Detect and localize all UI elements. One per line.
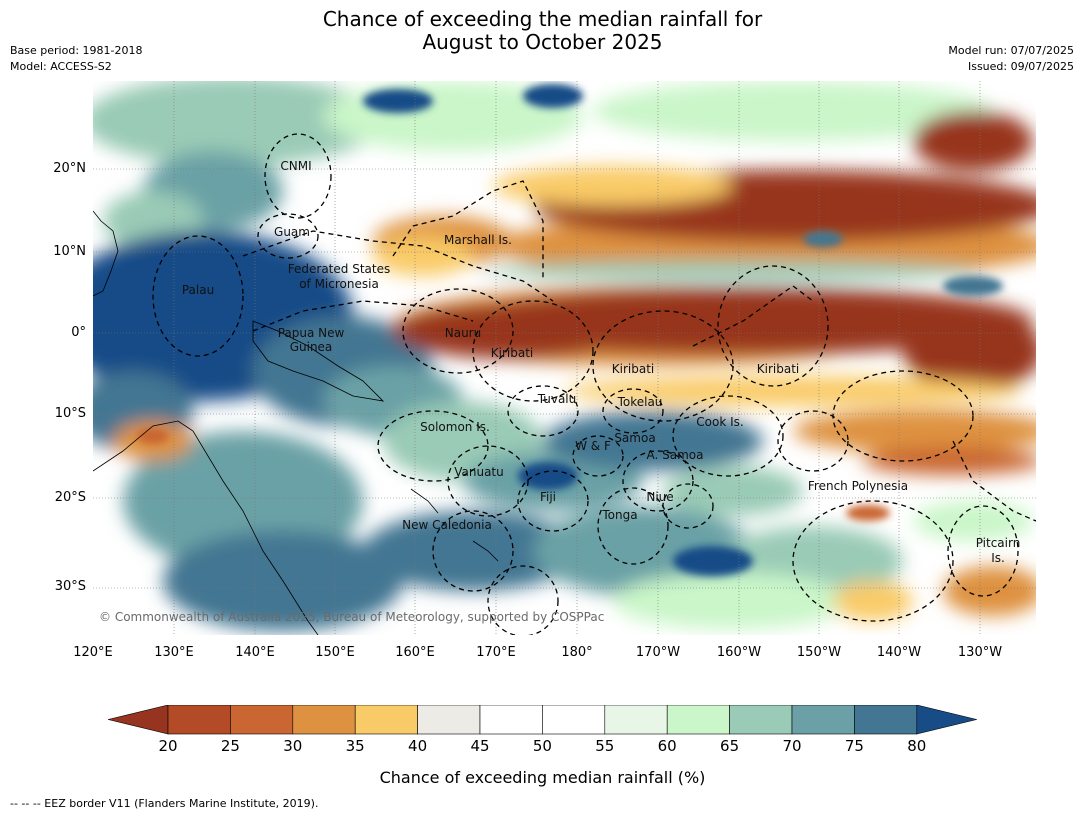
region-label: Samoa bbox=[614, 431, 655, 445]
lon-tick: 180° bbox=[561, 645, 593, 660]
colorbar bbox=[108, 705, 977, 735]
probability-detail bbox=[137, 84, 1003, 576]
colorbar-cell bbox=[729, 705, 793, 735]
colorbar-tick-label: 35 bbox=[345, 737, 365, 755]
lat-tick: 10°S bbox=[54, 406, 86, 421]
colorbar-extend-high bbox=[916, 705, 977, 735]
colorbar-tick-label: 20 bbox=[158, 737, 178, 755]
region-label: Palau bbox=[182, 283, 214, 297]
region-label: CNMI bbox=[280, 159, 311, 173]
region-label: Papua New bbox=[278, 326, 345, 340]
region-label: Cook Is. bbox=[696, 415, 743, 429]
region-label: French Polynesia bbox=[808, 479, 908, 493]
region-label: Fiji bbox=[540, 490, 556, 504]
colorbar-cell bbox=[854, 705, 918, 735]
lon-tick: 130°E bbox=[154, 645, 194, 660]
coastlines bbox=[93, 210, 499, 635]
graticule bbox=[93, 81, 1036, 635]
colorbar-cell bbox=[666, 705, 730, 735]
lon-tick: 150°E bbox=[315, 645, 355, 660]
meta-left: Base period: 1981-2018 Model: ACCESS-S2 bbox=[10, 43, 142, 75]
base-period: Base period: 1981-2018 bbox=[10, 44, 143, 57]
lat-tick: 30°S bbox=[54, 579, 86, 594]
region-label: Kiribati bbox=[491, 346, 533, 360]
colorbar-cell bbox=[479, 705, 543, 735]
model-run: Model run: 07/07/2025 bbox=[948, 44, 1074, 57]
lon-tick: 170°W bbox=[635, 645, 681, 660]
colorbar-tick-label: 80 bbox=[907, 737, 927, 755]
colorbar-cell bbox=[292, 705, 356, 735]
region-label: Tokelau bbox=[617, 395, 663, 409]
issued-date: Issued: 09/07/2025 bbox=[967, 60, 1074, 73]
colorbar-cell bbox=[604, 705, 668, 735]
lat-tick: 10°N bbox=[53, 244, 86, 259]
region-label: A. Samoa bbox=[647, 448, 704, 462]
lon-tick: 130°W bbox=[957, 645, 1003, 660]
lat-tick: 0° bbox=[71, 325, 86, 340]
region-label: Tuvalu bbox=[537, 392, 577, 406]
region-label: Kiribati bbox=[757, 362, 799, 376]
model-name: Model: ACCESS-S2 bbox=[10, 60, 112, 73]
colorbar-tick-label: 65 bbox=[720, 737, 740, 755]
colorbar-extend-low bbox=[108, 705, 169, 735]
colorbar-tick-label: 55 bbox=[595, 737, 615, 755]
lon-tick: 160°W bbox=[716, 645, 762, 660]
region-label: Guinea bbox=[290, 340, 333, 354]
region-label: Guam bbox=[274, 225, 310, 239]
region-label: Niue bbox=[646, 490, 673, 504]
lon-tick: 140°W bbox=[876, 645, 922, 660]
colorbar-cell bbox=[167, 705, 231, 735]
colorbar-tick-label: 60 bbox=[657, 737, 677, 755]
lat-tick: 20°S bbox=[54, 490, 86, 505]
colorbar-tick-label: 75 bbox=[844, 737, 864, 755]
lat-tick: 20°N bbox=[53, 161, 86, 176]
colorbar-cell bbox=[417, 705, 481, 735]
lon-tick: 170°E bbox=[476, 645, 516, 660]
colorbar-tick-label: 70 bbox=[782, 737, 802, 755]
colorbar-cell bbox=[542, 705, 606, 735]
copyright-notice: © Commonwealth of Australia 2025, Bureau… bbox=[99, 610, 604, 624]
chart-title-line2: August to October 2025 bbox=[422, 30, 663, 54]
region-label: Vanuatu bbox=[454, 465, 504, 479]
chart-title-line1: Chance of exceeding the median rainfall … bbox=[322, 7, 763, 31]
region-label: Is. bbox=[991, 551, 1005, 565]
colorbar-cell bbox=[354, 705, 418, 735]
region-labels: CNMI Guam Marshall Is. Federated States … bbox=[182, 159, 1020, 565]
meta-right: Model run: 07/07/2025 Issued: 09/07/2025 bbox=[948, 43, 1074, 75]
region-label: Tonga bbox=[601, 508, 637, 522]
lon-tick: 120°E bbox=[73, 645, 113, 660]
colorbar-cell bbox=[230, 705, 294, 735]
eez-borders bbox=[152, 133, 1036, 635]
region-label: Marshall Is. bbox=[444, 233, 512, 247]
colorbar-tick-label: 40 bbox=[408, 737, 428, 755]
region-label: Nauru bbox=[445, 326, 481, 340]
region-label: Federated States bbox=[288, 262, 390, 276]
region-label: New Caledonia bbox=[402, 518, 492, 532]
region-label: W & F bbox=[575, 439, 611, 453]
eez-footnote: -- -- -- EEZ border V11 (Flanders Marine… bbox=[10, 797, 319, 810]
lon-tick: 160°E bbox=[395, 645, 435, 660]
region-label: of Micronesia bbox=[299, 277, 379, 291]
colorbar-tick-label: 45 bbox=[470, 737, 490, 755]
region-label: Kiribati bbox=[612, 362, 654, 376]
colorbar-cell bbox=[791, 705, 855, 735]
colorbar-tick-label: 25 bbox=[220, 737, 240, 755]
lon-tick: 140°E bbox=[235, 645, 275, 660]
region-label: Solomon Is. bbox=[420, 420, 490, 434]
colorbar-tick-label: 30 bbox=[283, 737, 303, 755]
colorbar-tick-label: 50 bbox=[532, 737, 552, 755]
lon-tick: 150°W bbox=[796, 645, 842, 660]
region-label: Pitcairn bbox=[976, 536, 1021, 550]
colorbar-label: Chance of exceeding median rainfall (%) bbox=[379, 768, 706, 787]
rainfall-map: CNMI Guam Marshall Is. Federated States … bbox=[93, 81, 1036, 635]
